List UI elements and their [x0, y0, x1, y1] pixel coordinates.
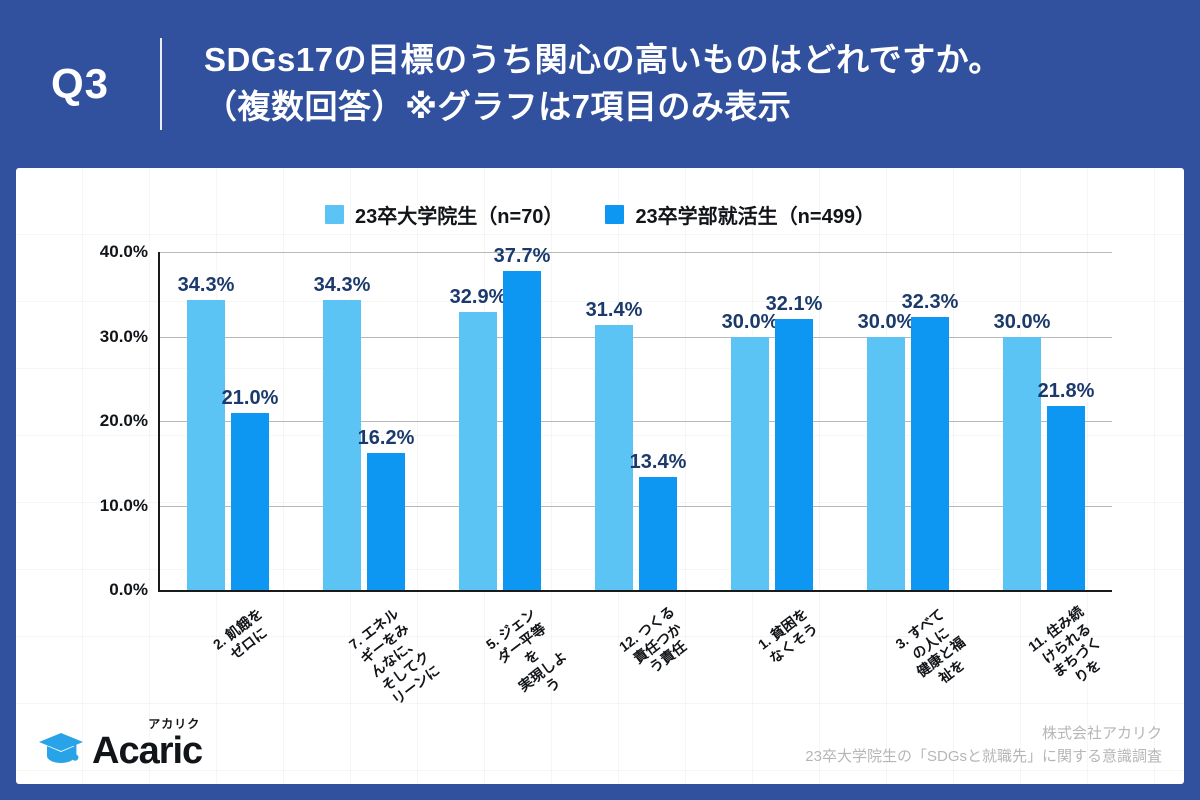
bar-pair: 30.0% 21.8%	[976, 252, 1112, 590]
bar[interactable]: 16.2%	[358, 427, 414, 590]
bar-pair: 30.0% 32.3%	[840, 252, 976, 590]
bar-pair: 32.9% 37.7%	[432, 245, 568, 590]
x-axis-label: 2. 飢餓をゼロに	[210, 605, 270, 662]
chart-legend: 23卒大学院生（n=70） 23卒学部就活生（n=499）	[16, 200, 1184, 229]
plot-wrapper: 0.0% 10.0% 20.0% 30.0% 40.0% 34.3% 21.0% 34.3%…	[16, 168, 1184, 784]
bar[interactable]: 34.3%	[314, 274, 370, 590]
bar-value-label: 21.0%	[221, 386, 279, 409]
bar-value-label: 32.9%	[449, 286, 507, 308]
gridline	[160, 252, 1112, 253]
slide-header: Q3 SDGs17の目標のうち関心の高いものはどれですか。 （複数回答）※グラフ…	[0, 0, 1200, 168]
acaric-logo[interactable]: アカリク Acaric	[38, 718, 203, 772]
bar-value-label: 30.0%	[721, 310, 779, 333]
x-axis-label: 12. つくる責任つかう責任	[615, 602, 690, 676]
x-axis-label: 3. すべての人に 健康と福祉を	[892, 605, 968, 686]
bar-group: 30.0% 21.8%	[976, 252, 1112, 590]
credit-survey: 23卒大学院生の「SDGsと就職先」に関する意識調査	[805, 747, 1162, 765]
bar[interactable]: 30.0%	[722, 311, 778, 590]
legend-label-undergraduate: 23卒学部就活生（n=499）	[635, 206, 875, 228]
bar-group: 30.0% 32.3%	[840, 252, 976, 590]
bar-value-label: 32.3%	[901, 291, 959, 314]
bar[interactable]: 30.0%	[994, 311, 1050, 590]
bar-value-label: 31.4%	[585, 298, 643, 321]
bar[interactable]: 34.3%	[178, 274, 234, 590]
legend-swatch-icon	[605, 205, 625, 224]
bar[interactable]: 13.4%	[630, 451, 686, 590]
y-axis-tick-label: 10.0%	[99, 495, 148, 515]
gridline	[160, 421, 1112, 422]
bar-value-label: 32.1%	[765, 292, 823, 315]
bar[interactable]: 37.7%	[494, 245, 550, 590]
y-axis-tick-label: 0.0%	[109, 580, 148, 599]
legend-swatch-icon	[325, 205, 345, 224]
bar-value-label: 13.4%	[629, 450, 687, 473]
bar-value-label: 37.7%	[493, 245, 551, 268]
y-axis-tick-label: 20.0%	[99, 411, 148, 430]
bar-value-label: 30.0%	[993, 310, 1051, 333]
gridline	[160, 505, 1112, 507]
bar-group: 30.0% 32.1%	[704, 252, 840, 590]
bar-groups: 34.3% 21.0% 34.3% 16.2% 32.9% 37.7% 31.4% 13.4%…	[160, 245, 1112, 590]
page-title: SDGs17の目標のうち関心の高いものはどれですか。 （複数回答）※グラフは7項…	[162, 37, 1002, 131]
bar-pair: 31.4% 13.4%	[568, 252, 704, 590]
bar-group: 32.9% 37.7%	[432, 245, 568, 590]
y-axis-tick-label: 40.0%	[99, 242, 148, 261]
graduation-cap-icon	[38, 731, 84, 770]
bar-pair: 30.0% 32.1%	[704, 252, 840, 590]
bar-value-label: 34.3%	[177, 274, 235, 297]
bar-group: 34.3% 16.2%	[296, 252, 432, 590]
bar-pair: 34.3% 21.0%	[160, 252, 296, 590]
bar-value-label: 30.0%	[857, 310, 915, 333]
chart-card: 23卒大学院生（n=70） 23卒学部就活生（n=499） 0.0% 10.0% 2…	[16, 168, 1184, 784]
bar[interactable]: 21.8%	[1038, 380, 1094, 590]
x-axis-label: 11. 住み続けられる まちづくりを	[1024, 603, 1104, 686]
bar[interactable]: 32.1%	[766, 293, 822, 590]
acaric-ruby: アカリク	[148, 717, 201, 731]
bar[interactable]: 32.9%	[450, 286, 506, 590]
bar-value-label: 16.2%	[357, 427, 415, 450]
plot-area: 0.0% 10.0% 20.0% 30.0% 40.0% 34.3% 21.0% 34.3%…	[100, 242, 1112, 599]
x-axis-label: 1. 貧困をなくそう	[755, 605, 821, 667]
chart-footer: アカリク Acaric 株式会社アカリク 23卒大学院生の「SDGsと就職先」に…	[16, 696, 1184, 784]
y-axis-tick-label: 30.0%	[99, 326, 148, 346]
question-number: Q3	[50, 60, 110, 107]
credit-company: 株式会社アカリク	[1041, 725, 1162, 742]
gridline	[160, 336, 1112, 338]
bar[interactable]: 31.4%	[586, 299, 642, 590]
page-title-line1: SDGs17の目標のうち関心の高いものはどれですか。	[204, 41, 1002, 79]
bar-value-label: 34.3%	[313, 274, 371, 297]
bar[interactable]: 21.0%	[222, 387, 278, 590]
legend-label-graduate: 23卒大学院生（n=70）	[355, 206, 564, 228]
acaric-name: Acaric	[92, 730, 203, 772]
bar[interactable]: 32.3%	[902, 291, 958, 590]
bar-value-label: 21.8%	[1037, 379, 1095, 402]
page-title-line2: （複数回答）※グラフは7項目のみ表示	[204, 88, 792, 125]
bar[interactable]: 30.0%	[858, 311, 914, 590]
credit-block: 株式会社アカリク 23卒大学院生の「SDGsと就職先」に関する意識調査	[805, 723, 1162, 768]
legend-item-graduate[interactable]: 23卒大学院生（n=70）	[325, 200, 563, 229]
acaric-wordmark: アカリク Acaric	[92, 718, 203, 772]
bar-group: 31.4% 13.4%	[568, 252, 704, 590]
legend-item-undergraduate[interactable]: 23卒学部就活生（n=499）	[605, 200, 875, 229]
bar-group: 34.3% 21.0%	[160, 252, 296, 590]
bar-pair: 34.3% 16.2%	[296, 252, 432, 590]
header-divider	[160, 38, 162, 130]
